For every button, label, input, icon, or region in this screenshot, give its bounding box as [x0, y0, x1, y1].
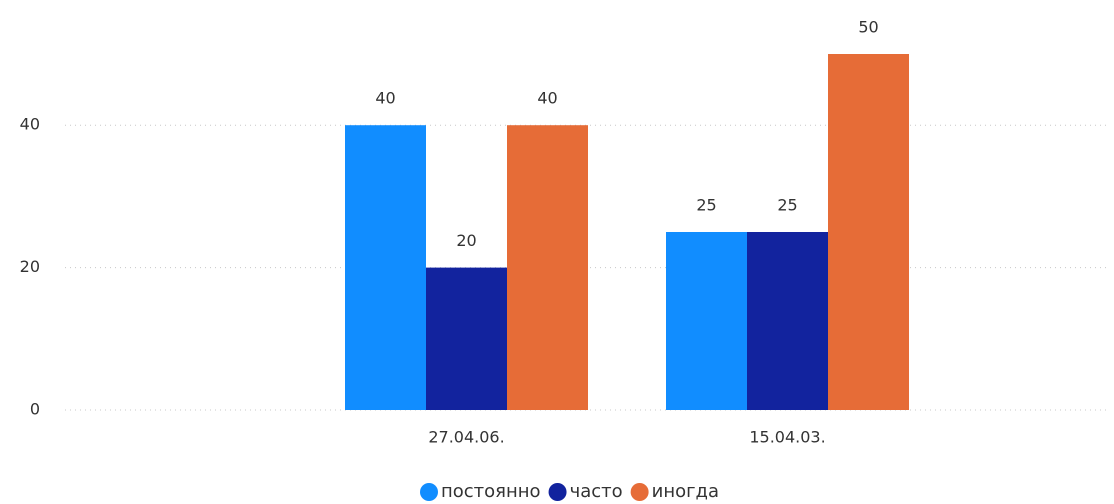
- bar: [507, 125, 588, 410]
- legend-marker: [630, 483, 649, 501]
- data-label: 40: [375, 89, 395, 108]
- data-label: 40: [537, 89, 557, 108]
- bar: [828, 54, 909, 410]
- bar: [345, 125, 426, 410]
- legend-label: постоянно: [441, 481, 541, 502]
- bar: [666, 232, 747, 410]
- legend-marker: [548, 483, 567, 501]
- data-label: 25: [696, 196, 716, 215]
- y-tick-label: 40: [20, 115, 40, 134]
- data-label: 50: [858, 18, 878, 37]
- y-tick-label: 20: [20, 257, 40, 276]
- data-label: 25: [777, 196, 797, 215]
- x-tick-label: 27.04.06.: [428, 428, 504, 447]
- legend-marker: [420, 483, 438, 501]
- bar: [426, 267, 507, 410]
- data-label: 20: [456, 231, 476, 250]
- x-tick-label: 15.04.03.: [749, 428, 825, 447]
- y-tick-label: 0: [30, 400, 40, 419]
- legend-label: часто: [570, 481, 623, 502]
- bar: [747, 232, 828, 410]
- legend-label: иногда: [652, 481, 719, 502]
